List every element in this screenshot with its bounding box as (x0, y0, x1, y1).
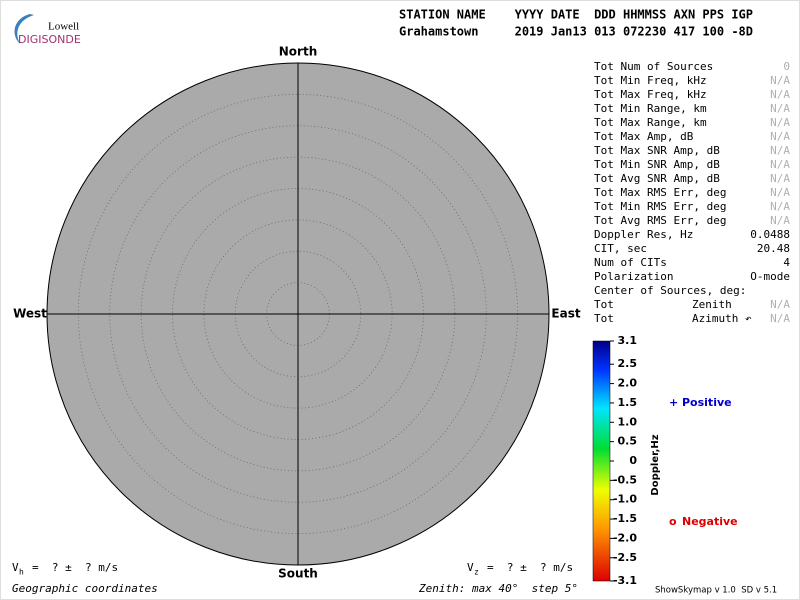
colorbar (592, 340, 611, 582)
colorbar-tick-label: -1.0 (613, 493, 637, 506)
stat-value: 4 (783, 256, 790, 269)
logo-swoosh (14, 14, 35, 44)
stat-label: CIT, sec (594, 242, 647, 255)
stat-label: Tot Max Freq, kHz (594, 88, 707, 101)
velocity-text: = ? ± ? m/s (487, 561, 573, 574)
colorbar-tick-label: 1.5 (618, 396, 638, 409)
zenith-note: Zenith: max 40° step 5° (418, 582, 578, 595)
stat-label: Tot Max SNR Amp, dB (594, 144, 720, 157)
stat-label: Tot (594, 312, 614, 325)
stat-label: Tot Avg RMS Err, deg (594, 214, 726, 227)
compass-label: South (278, 567, 318, 581)
stat-value: N/A (770, 158, 790, 171)
compass-label: East (551, 307, 580, 321)
colorbar-tick-label: -2.5 (613, 551, 637, 564)
colorbar-tick-label: 2.0 (618, 377, 638, 390)
stat-value: N/A (770, 74, 790, 87)
stat-value: N/A (770, 312, 790, 325)
stat-value: N/A (770, 298, 790, 311)
stat-label: Num of CITs (594, 256, 667, 269)
colorbar-tick-label: -3.1 (613, 574, 637, 587)
compass-label: North (279, 45, 317, 59)
colorbar-label: Doppler,Hz (650, 434, 661, 495)
legend-symbol: + (669, 396, 678, 409)
stat-value: N/A (770, 144, 790, 157)
velocity-symbol: V (12, 561, 19, 574)
stat-label: Tot Max Range, km (594, 116, 707, 129)
header-line: Grahamstown 2019 Jan13 013 072230 417 10… (399, 25, 753, 39)
version-note: ShowSkymap v 1.0 SD v 5.1 (655, 586, 777, 596)
velocity-subscript: h (19, 568, 24, 577)
colorbar-tick-label: -1.5 (613, 512, 637, 525)
polar-plot (46, 62, 550, 566)
stat-value: N/A (770, 116, 790, 129)
stat-value: O-mode (750, 270, 790, 283)
velocity-text: = ? ± ? m/s (32, 561, 118, 574)
coordinates-note: Geographic coordinates (12, 582, 158, 595)
legend-symbol: o (669, 515, 677, 528)
velocity-subscript: z (474, 568, 479, 577)
stat-value: 0 (783, 60, 790, 73)
stat-value: N/A (770, 200, 790, 213)
stat-sublabel: Zenith (692, 298, 732, 311)
stat-sublabel: Azimuth ↶ (692, 312, 752, 325)
stat-label: Center of Sources, deg: (594, 284, 746, 297)
stat-label: Tot Max RMS Err, deg (594, 186, 726, 199)
stat-label: Tot Min Freq, kHz (594, 74, 707, 87)
stat-value: N/A (770, 88, 790, 101)
stat-value: 0.0488 (750, 228, 790, 241)
colorbar-tick-label: -0.5 (613, 473, 637, 486)
stat-label: Tot Num of Sources (594, 60, 713, 73)
stat-label: Polarization (594, 270, 673, 283)
stats-table: Tot Num of Sources 0 Tot Min Freq, kHz N/A T… (594, 60, 790, 325)
stat-label: Tot Max Amp, dB (594, 130, 694, 143)
colorbar-tick-label: 0 (629, 454, 637, 467)
compass-label: West (13, 307, 47, 321)
stat-value: 20.48 (757, 242, 790, 255)
colorbar-tick-label: 1.0 (618, 415, 638, 428)
stat-label: Tot Min Range, km (594, 102, 707, 115)
colorbar-ticks: 3.1 2.5 2.0 1.5 1.0 0.5 0 -0.5 -1.0 -1.5 -2.0 -2.5 -… (610, 334, 637, 587)
header-line: STATION NAME YYYY DATE DDD HHMMSS AXN PP… (399, 8, 753, 22)
legend-text: Negative (682, 515, 738, 528)
stat-value: N/A (770, 214, 790, 227)
stat-value: N/A (770, 102, 790, 115)
stat-value: N/A (770, 186, 790, 199)
colorbar-tick-label: -2.0 (613, 531, 637, 544)
stat-label: Tot Avg SNR Amp, dB (594, 172, 720, 185)
colorbar-tick-label: 3.1 (618, 334, 638, 347)
stat-label: Tot Min RMS Err, deg (594, 200, 726, 213)
velocity-symbol: V (467, 561, 474, 574)
stat-label: Doppler Res, Hz (594, 228, 693, 241)
stat-value: N/A (770, 172, 790, 185)
logo-small: Lowell (48, 21, 79, 33)
colorbar-tick-label: 0.5 (618, 435, 638, 448)
colorbar-tick-label: 2.5 (618, 357, 638, 370)
stat-value: N/A (770, 130, 790, 143)
stat-label: Tot (594, 298, 614, 311)
legend-text: Positive (682, 396, 732, 409)
logo-large: DIGISONDE (18, 33, 81, 46)
stat-label: Tot Min SNR Amp, dB (594, 158, 720, 171)
